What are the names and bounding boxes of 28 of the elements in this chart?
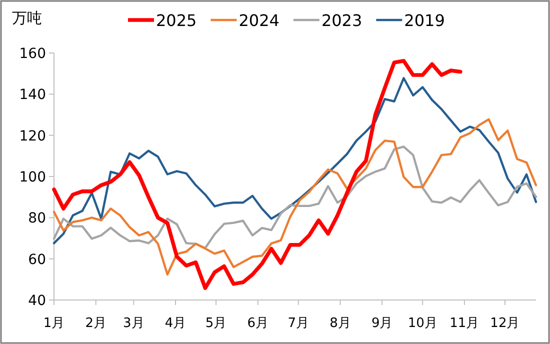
- legend-label: 2024: [238, 11, 280, 30]
- y-tick-label: 120: [19, 128, 46, 144]
- x-tick-label: 9月: [371, 316, 393, 331]
- y-tick-label: 140: [19, 87, 46, 104]
- legend-label: 2023: [321, 11, 362, 30]
- y-tick-label: 60: [28, 252, 46, 268]
- x-tick-label: 12月: [490, 316, 520, 331]
- y-axis-title: 万吨: [12, 9, 42, 27]
- line-series: [52, 77, 538, 244]
- x-tick-label: 10月: [408, 316, 438, 331]
- x-tick-label: 3月: [123, 316, 144, 331]
- x-tick-label: 11月: [450, 316, 480, 331]
- line-series: [52, 118, 538, 276]
- x-tick-label: 2月: [85, 316, 106, 331]
- x-tick-label: 6月: [247, 316, 269, 331]
- x-tick-label: 1月: [43, 316, 65, 331]
- legend-label: 2019: [404, 11, 445, 30]
- y-tick-label: 40: [28, 293, 46, 309]
- x-tick-label: 5月: [205, 316, 227, 331]
- x-tick-label: 4月: [164, 316, 186, 331]
- legend-label: 2025: [156, 11, 197, 30]
- line-series: [52, 58, 462, 290]
- y-tick-label: 160: [19, 46, 46, 62]
- x-tick-label: 7月: [288, 316, 310, 331]
- line-series: [52, 146, 538, 250]
- y-tick-label: 80: [28, 210, 46, 227]
- x-tick-label: 8月: [330, 316, 351, 331]
- y-tick-label: 100: [19, 170, 46, 186]
